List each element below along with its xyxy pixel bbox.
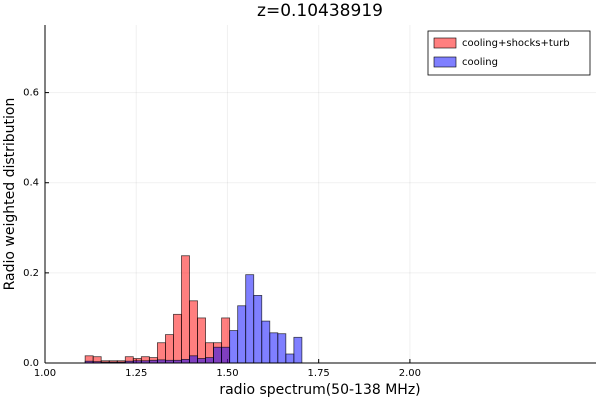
bar [189, 355, 198, 364]
legend-swatch [433, 56, 457, 68]
bar [173, 313, 182, 364]
bar [237, 305, 247, 364]
bar [205, 357, 214, 364]
legend-label: cooling [462, 57, 498, 68]
x-tick-label: 1.50 [216, 368, 238, 379]
x-tick-label: 1.25 [125, 368, 147, 379]
bar [261, 320, 271, 364]
bar [293, 336, 303, 364]
bar [197, 317, 206, 364]
y-tick-label: 0.6 [23, 88, 39, 99]
bar [181, 255, 190, 364]
bar [285, 353, 295, 364]
bar [253, 294, 263, 364]
bar [229, 330, 239, 364]
x-axis-label: radio spectrum(50-138 MHz) [219, 382, 420, 398]
y-tick-label: 0.2 [23, 268, 39, 279]
chart-title: z=0.10438919 [257, 1, 383, 21]
bar [189, 300, 198, 364]
y-tick-label: 0.4 [23, 178, 39, 189]
bar [197, 358, 206, 364]
x-tick-label: 2.00 [399, 368, 421, 379]
legend-label: cooling+shocks+turb [462, 38, 570, 49]
y-axis-label: Radio weighted distribution [2, 98, 18, 291]
bar [245, 274, 255, 364]
y-tick-label: 0.0 [23, 358, 39, 369]
bar [221, 346, 231, 364]
bar [181, 358, 190, 364]
bar [277, 333, 287, 364]
x-tick-label: 1.00 [34, 368, 56, 379]
legend-swatch [433, 37, 457, 49]
bar [213, 346, 223, 364]
x-tick-label: 1.75 [308, 368, 330, 379]
bar [165, 334, 174, 364]
bar [269, 332, 279, 364]
